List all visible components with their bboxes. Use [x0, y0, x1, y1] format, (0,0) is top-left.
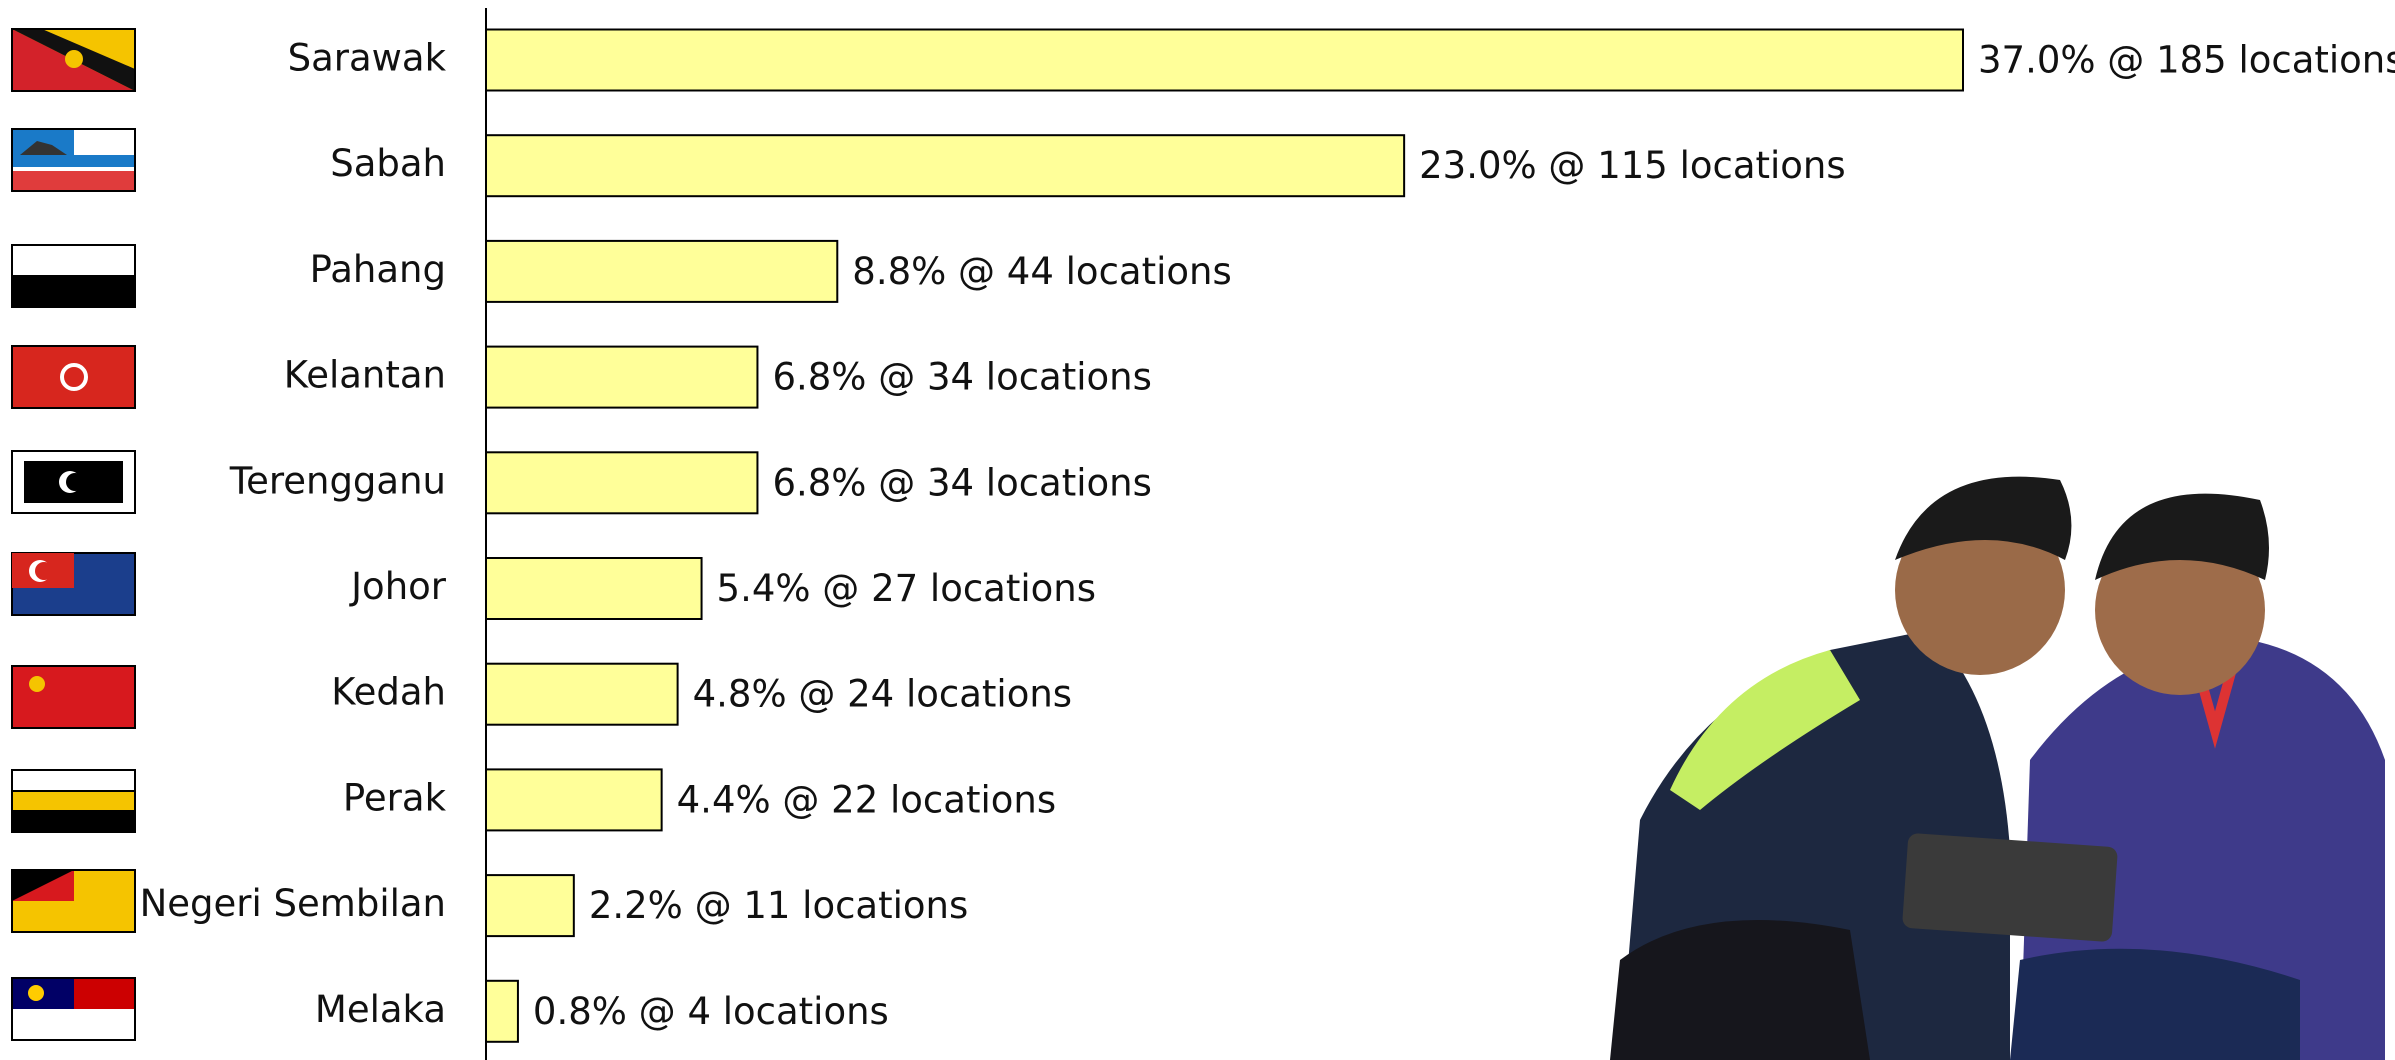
flags	[12, 29, 135, 1040]
value-label: 8.8% @ 44 locations	[852, 250, 1231, 293]
bar	[486, 30, 1963, 91]
category-label: Negeri Sembilan	[140, 882, 446, 925]
bar	[486, 241, 837, 302]
bar	[486, 452, 757, 513]
category-label: Sarawak	[288, 37, 447, 80]
category-label: Pahang	[310, 248, 446, 291]
category-label: Melaka	[315, 988, 446, 1031]
value-label: 23.0% @ 115 locations	[1419, 144, 1846, 187]
value-label: 37.0% @ 185 locations	[1978, 39, 2395, 82]
category-label: Johor	[349, 565, 447, 608]
value-label: 2.2% @ 11 locations	[589, 884, 968, 927]
category-label: Sabah	[330, 142, 446, 185]
bar	[486, 664, 678, 725]
bar	[486, 558, 702, 619]
value-label: 4.8% @ 24 locations	[693, 673, 1072, 716]
page: {"chart_data": {"type": "bar", "orientat…	[0, 0, 2395, 1060]
category-label: Kedah	[331, 671, 446, 714]
value-label: 6.8% @ 34 locations	[772, 356, 1151, 399]
category-label: Perak	[343, 776, 447, 819]
value-label: 6.8% @ 34 locations	[772, 461, 1151, 504]
chart: Sarawak 37.0% @ 185 locations Sabah 23.0% @…	[0, 0, 2395, 1060]
bar	[486, 135, 1404, 196]
value-label: 5.4% @ 27 locations	[717, 567, 1096, 610]
value-label: 4.4% @ 22 locations	[677, 778, 1056, 821]
value-label: 0.8% @ 4 locations	[533, 990, 889, 1033]
bar	[486, 875, 574, 936]
bar	[486, 769, 662, 830]
category-label: Terengganu	[229, 459, 446, 502]
bar	[486, 347, 757, 408]
category-label: Kelantan	[284, 354, 446, 397]
photo	[1610, 477, 2385, 1060]
bar	[486, 981, 518, 1042]
